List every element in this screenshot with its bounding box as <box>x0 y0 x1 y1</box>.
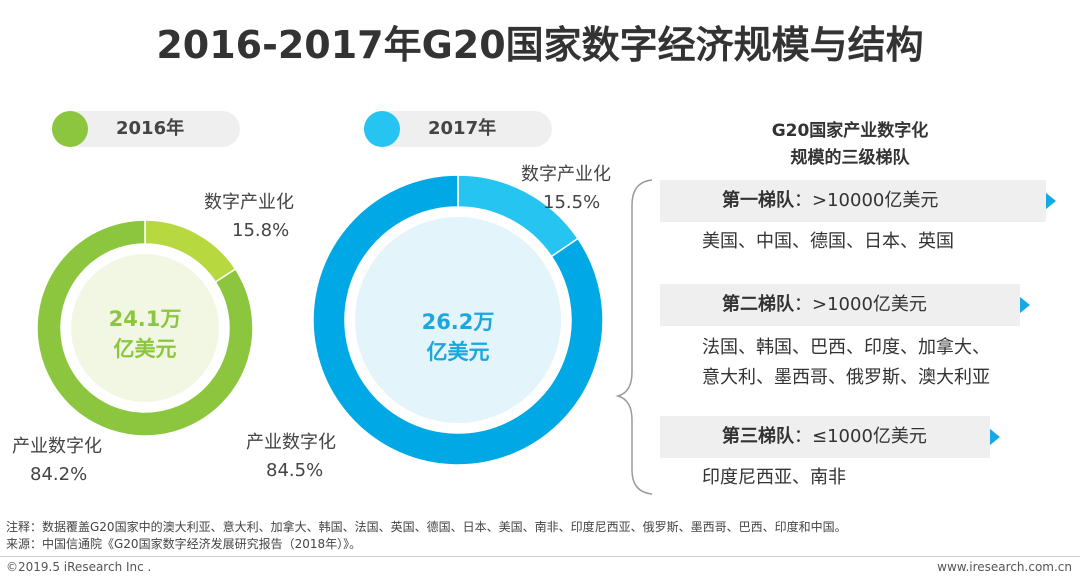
legend-2017: 2017年 <box>364 111 552 147</box>
label-2017-industry-digital-name: 产业数字化 <box>246 432 336 453</box>
donut-2016-center-disc <box>71 254 219 402</box>
legend-2016: 2016年 <box>52 111 240 147</box>
footer-website: www.iresearch.com.cn <box>937 560 1072 574</box>
label-2016-digital-industry-name: 数字产业化 <box>204 192 294 213</box>
center-2017: 26.2万 亿美元 <box>398 307 518 367</box>
label-2017-digital-industry-name: 数字产业化 <box>521 164 611 185</box>
label-2017-digital-industry-value: 15.5% <box>543 192 601 213</box>
tier-2-name: 第二梯队 <box>722 294 794 315</box>
donut-2017-center-disc <box>355 217 561 423</box>
tier-1-countries-line1: 美国、中国、德国、日本、英国 <box>702 231 954 252</box>
center-2017-line2: 亿美元 <box>426 340 490 364</box>
tier-3-countries: 印度尼西亚、南非 <box>702 463 846 493</box>
tier-bar-2 <box>660 284 1020 326</box>
label-2016-digital-industry-value: 15.8% <box>232 220 290 241</box>
brace <box>615 179 653 495</box>
label-2017-industry-digital-value: 84.5% <box>266 460 324 481</box>
tier-2-countries-line2: 意大利、墨西哥、俄罗斯、澳大利亚 <box>702 367 990 388</box>
tier-bar-3 <box>660 416 990 458</box>
label-2016-industry-digital: 产业数字化 84.2% <box>12 432 102 485</box>
tier-3-countries-line1: 印度尼西亚、南非 <box>702 467 846 488</box>
tier-bar-1 <box>660 180 1046 222</box>
footer-copyright: ©2019.5 iResearch Inc . <box>6 560 152 574</box>
tiers-title-line2: 规模的三级梯队 <box>790 148 910 168</box>
tier-2-countries: 法国、韩国、巴西、印度、加拿大、 意大利、墨西哥、俄罗斯、澳大利亚 <box>702 333 990 393</box>
legend-label-2017: 2017年 <box>428 118 497 139</box>
legend-label-2016: 2016年 <box>116 118 185 139</box>
tier-1-name: 第一梯队 <box>722 190 794 211</box>
legend-dot-2016 <box>52 111 88 147</box>
source-text: 来源：中国信通院《G20国家数字经济发展研究报告（2018年）》。 <box>6 537 362 551</box>
label-2016-digital-industry: 数字产业化 15.8% <box>204 188 294 241</box>
tier-3-label: 第三梯队：≤1000亿美元 <box>722 416 927 458</box>
label-2017-industry-digital: 产业数字化 84.5% <box>246 428 336 481</box>
label-2016-industry-digital-name: 产业数字化 <box>12 436 102 457</box>
tier-2-label: 第二梯队：>1000亿美元 <box>722 284 927 326</box>
center-2017-line1: 26.2万 <box>421 310 495 334</box>
page-title: 2016-2017年G20国家数字经济规模与结构 <box>156 23 924 67</box>
tiers-title: G20国家产业数字化 规模的三级梯队 <box>720 118 980 172</box>
center-2016: 24.1万 亿美元 <box>85 304 205 364</box>
donut-chart-2016 <box>36 219 254 437</box>
tier-1-label: 第一梯队：>10000亿美元 <box>722 180 938 222</box>
tier-3-name: 第三梯队 <box>722 426 794 447</box>
tier-3-range: ：≤1000亿美元 <box>794 426 927 447</box>
center-2016-line1: 24.1万 <box>108 307 182 331</box>
label-2016-industry-digital-value: 84.2% <box>30 464 88 485</box>
note-text: 注释：数据覆盖G20国家中的澳大利亚、意大利、加拿大、韩国、法国、英国、德国、日… <box>6 520 847 534</box>
donut-2016-slice-1 <box>36 219 254 437</box>
center-2016-line2: 亿美元 <box>113 337 177 361</box>
donut-2017-slice-1 <box>312 174 604 466</box>
tier-1-range: ：>10000亿美元 <box>794 190 939 211</box>
tier-2-countries-line1: 法国、韩国、巴西、印度、加拿大、 <box>702 337 990 358</box>
footer-divider <box>0 556 1080 557</box>
tier-2-range: ：>1000亿美元 <box>794 294 927 315</box>
label-2017-digital-industry: 数字产业化 15.5% <box>521 160 611 213</box>
tier-1-countries: 美国、中国、德国、日本、英国 <box>702 227 954 257</box>
legend-dot-2017 <box>364 111 400 147</box>
donut-chart-2017 <box>312 174 604 466</box>
tiers-title-line1: G20国家产业数字化 <box>771 121 929 141</box>
